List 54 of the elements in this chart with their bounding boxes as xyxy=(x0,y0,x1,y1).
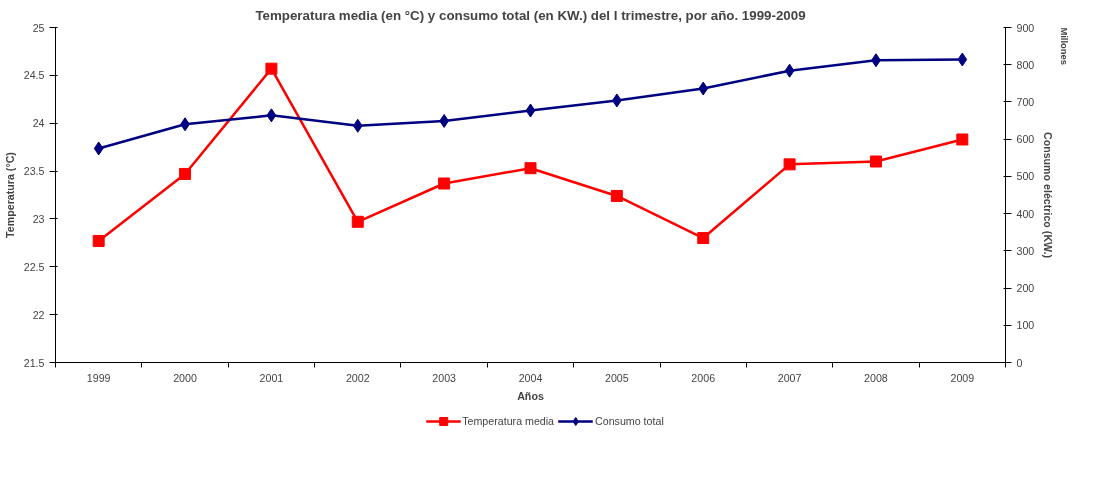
y-tick-label: 25 xyxy=(32,21,45,34)
y-tick-label: 23.5 xyxy=(23,165,45,178)
x-tick-label: 2002 xyxy=(345,371,370,384)
y2-tick-label: 400 xyxy=(1016,207,1035,220)
point xyxy=(784,63,795,78)
legend-label: Temperatura media xyxy=(462,415,555,427)
x-tick-label: 2005 xyxy=(605,371,629,384)
x-tick-label: 2001 xyxy=(259,371,284,384)
point xyxy=(179,167,192,180)
point xyxy=(525,103,536,118)
y2-tick-label: 500 xyxy=(1016,170,1035,183)
chart-title: Temperatura media (en °C) y consumo total (en KW.) del I trimestre, por año. 1999-2009 xyxy=(255,7,806,23)
point xyxy=(93,141,104,156)
point xyxy=(266,108,277,123)
y-tick-label: 23 xyxy=(32,212,45,225)
point xyxy=(351,215,364,228)
y2-tick-label: 200 xyxy=(1016,282,1035,295)
point xyxy=(698,81,709,96)
y2-tick-label: 800 xyxy=(1016,58,1035,71)
y2-tick-label: 300 xyxy=(1016,244,1035,257)
y-tick-label: 22.5 xyxy=(23,260,45,273)
point xyxy=(92,234,105,247)
y2-tick-label: 600 xyxy=(1016,133,1035,146)
x-tick-label: 2004 xyxy=(518,371,543,384)
point xyxy=(524,162,537,175)
point xyxy=(869,155,882,168)
point xyxy=(956,133,969,146)
y2-tick-label: 900 xyxy=(1016,21,1035,34)
x-tick-label: 2009 xyxy=(950,371,975,384)
y-tick-label: 24.5 xyxy=(23,69,45,82)
point xyxy=(610,189,623,202)
text: Millones xyxy=(1058,27,1069,65)
x-tick-label: 2000 xyxy=(173,371,197,384)
x-tick-label: 2007 xyxy=(777,371,802,384)
y-axis-title: Temperatura (°C) xyxy=(3,151,16,238)
y2-tick-label: 100 xyxy=(1016,319,1035,332)
y-tick-label: 22 xyxy=(32,308,45,321)
x-tick-label: 2003 xyxy=(432,371,457,384)
x-tick-label: 2008 xyxy=(864,371,888,384)
point xyxy=(352,118,363,133)
point xyxy=(957,52,968,67)
y2-axis-title: Consumo eléctrico (KW.) xyxy=(1042,131,1055,259)
y-tick-label: 24 xyxy=(32,117,45,130)
y2-tick-label: 0 xyxy=(1016,356,1023,369)
x-tick-label: 2006 xyxy=(691,371,716,384)
x-tick-label: 1999 xyxy=(86,371,111,384)
point xyxy=(783,158,796,171)
point xyxy=(438,177,451,190)
point xyxy=(265,62,278,75)
x-axis-title: Años xyxy=(517,389,544,402)
legend-label: Consumo total xyxy=(595,415,664,427)
point xyxy=(697,232,710,245)
y-tick-label: 21.5 xyxy=(23,356,45,369)
y2-tick-label: 700 xyxy=(1016,95,1035,108)
